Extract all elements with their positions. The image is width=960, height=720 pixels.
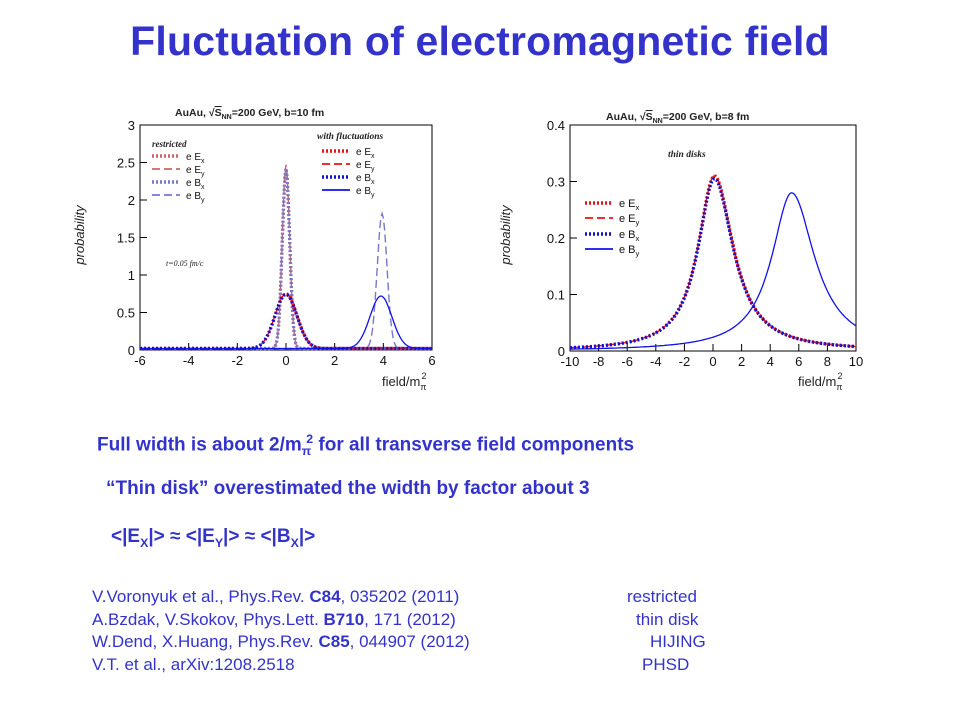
reference-tag: restricted [627,587,697,606]
series-line [140,292,432,351]
left-curves [140,164,432,351]
series-line [570,192,857,350]
right-x-axis-label: field/mπ2 [798,371,843,392]
reference-item: V.T. et al., arXiv:1208.2518 PHSD [92,654,732,677]
y-tick-label: 0 [128,343,135,358]
x-tick-label: 8 [824,354,831,369]
series-line [140,164,432,350]
legend-label: e Ey [619,213,640,227]
legend-label: e By [619,244,640,258]
series-line [140,293,432,350]
y-tick-label: 1 [128,268,135,283]
references: V.Voronyuk et al., Phys.Rev. C84, 035202… [92,586,732,676]
reference-tag: PHSD [642,654,690,674]
right-legend: e Exe Ey e Bxe By [585,198,640,258]
y-tick-label: 3 [128,118,135,133]
y-tick-label: 0.3 [547,175,565,190]
statement-field-equality: <|EX|> ≈ <|EY|> ≈ <|BX|> [111,526,316,550]
series-line [569,175,857,349]
left-axes: -6 -4 -2 0 2 4 6 0 0.5 1 1.5 2 2.5 3 [117,118,436,368]
x-tick-label: -4 [650,354,662,369]
legend-label: e By [186,191,205,204]
right-legend-title: thin disks [668,150,706,160]
legend-label: e Bx [619,229,640,243]
left-legend-restricted-title: restricted [152,139,187,149]
legend-label: e Ex [356,147,375,160]
legend-label: e Ey [356,160,375,173]
x-tick-label: 0 [282,353,289,368]
x-tick-label: 0 [709,354,716,369]
y-tick-label: 2 [128,193,135,208]
x-tick-label: 2 [331,353,338,368]
right-chart-header: AuAu, √SNN=200 GeV, b=8 fm [606,111,749,125]
left-legend: e Exe Eye Bxe Bye Exe Eye Bxe By [152,147,375,204]
reference-tag: thin disk [636,609,699,629]
series-line [140,292,432,351]
x-tick-label: 10 [849,354,863,369]
y-tick-label: 0.4 [547,118,565,133]
right-chart: AuAu, √SNN=200 GeV, b=8 fm probability f… [498,111,863,392]
y-tick-label: 0.5 [117,306,135,321]
reference-item: W.Dend, X.Huang, Phys.Rev. C85, 044907 (… [92,631,732,654]
reference-item: A.Bzdak, V.Skokov, Phys.Lett. B710, 171 … [92,609,732,632]
left-annotation: t=0.05 fm/c [166,259,204,268]
x-tick-label: 4 [767,354,774,369]
legend-label: e Bx [356,173,375,186]
series-line [140,295,432,350]
series-line [569,174,857,350]
x-tick-label: -2 [232,353,244,368]
right-curves [569,174,857,350]
legend-label: e Ex [186,152,205,165]
left-plot-frame [139,124,433,351]
legend-label: e Bx [186,178,205,191]
y-tick-label: 0.1 [547,288,565,303]
x-tick-label: -6 [621,354,633,369]
reference-item: V.Voronyuk et al., Phys.Rev. C84, 035202… [92,586,732,609]
left-chart-header: AuAu, √SNN=200 GeV, b=10 fm [175,107,324,121]
statement-full-width: Full width is about 2/mπ2 for all transv… [97,432,635,459]
x-tick-label: 6 [428,353,435,368]
series-line [569,176,857,350]
reference-tag: HIJING [650,632,706,651]
x-tick-label: 4 [380,353,387,368]
left-y-axis-label: probability [72,204,87,266]
right-axes: -10 -8 -6 -4 -2 0 2 4 6 8 10 0 0.1 0.2 0.3 0.4 [547,118,863,369]
right-plot-frame [569,124,857,352]
y-tick-label: 0.2 [547,231,565,246]
series-line [140,210,432,350]
x-tick-label: -6 [134,353,146,368]
x-tick-label: -4 [183,353,195,368]
x-tick-label: -2 [679,354,691,369]
legend-label: e Ex [619,198,640,212]
left-chart: AuAu, √SNN=200 GeV, b=10 fm probability … [72,107,436,392]
x-tick-label: -8 [593,354,605,369]
left-x-axis-label: field/mπ2 [382,371,427,392]
x-tick-label: 6 [795,354,802,369]
left-legend-fluct-title: with fluctuations [317,132,384,142]
y-tick-label: 2.5 [117,156,135,171]
page-title: Fluctuation of electromagnetic field [130,18,830,64]
statement-thin-disk: “Thin disk” overestimated the width by f… [106,478,590,499]
legend-label: e By [356,186,375,199]
x-tick-label: 2 [738,354,745,369]
right-y-axis-label: probability [498,204,513,266]
legend-label: e Ey [186,165,205,178]
y-tick-label: 0 [558,344,565,359]
x-tick-label: -10 [561,354,580,369]
y-tick-label: 1.5 [117,231,135,246]
